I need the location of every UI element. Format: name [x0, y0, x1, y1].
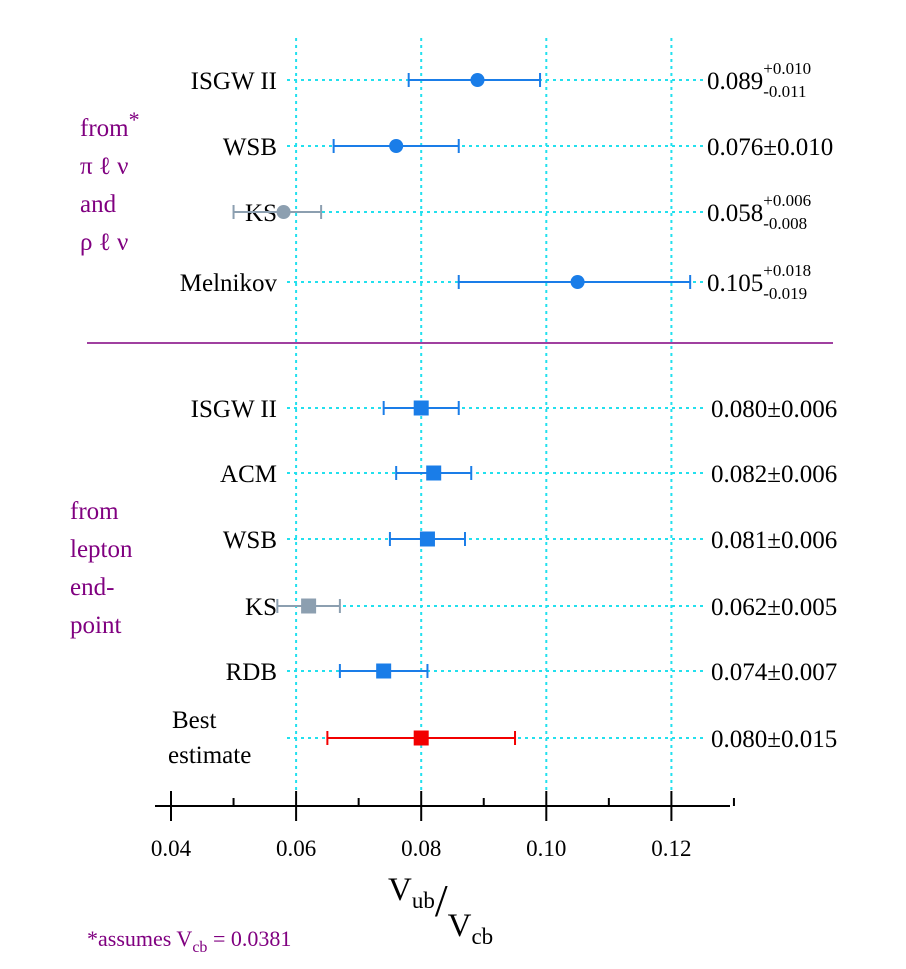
model-label: Melnikov	[180, 270, 278, 297]
value-label: 0.062±0.005	[711, 594, 837, 621]
data-row: ACM 0.082±0.006	[220, 461, 837, 488]
group-label-line: ρ ℓ ν	[80, 229, 128, 256]
model-label: KS	[245, 594, 277, 621]
data-row: ISGW II 0.080±0.006	[191, 396, 838, 423]
model-label: ISGW II	[191, 68, 277, 95]
value-label: 0.080±0.015	[711, 726, 837, 753]
model-label: KS	[245, 200, 277, 227]
x-axis-title: Vub/Vcb	[388, 872, 493, 949]
value-label-minus: -0.008	[763, 214, 807, 233]
data-point	[301, 598, 317, 614]
data-point	[276, 205, 291, 219]
value-label: 0.074±0.007	[711, 659, 837, 686]
model-label: ACM	[220, 461, 277, 488]
data-point	[389, 139, 404, 153]
value-label: 0.080±0.006	[711, 396, 837, 423]
x-tick-label: 0.12	[651, 836, 691, 861]
grid-lines	[295, 38, 673, 790]
group-label-line: point	[70, 612, 121, 639]
group-lepton-endpoint: ISGW II 0.080±0.006 ACM 0.082±0.006 WSB 0.081…	[70, 396, 837, 769]
model-label: WSB	[223, 527, 277, 554]
value-label: 0.081±0.006	[711, 527, 837, 554]
model-label: estimate	[168, 742, 251, 769]
data-point	[570, 275, 585, 289]
data-row: RDB 0.074±0.007	[226, 659, 838, 686]
value-label: 0.058+0.006	[707, 191, 811, 227]
value-label: 0.089+0.010	[707, 59, 811, 95]
data-row: KS 0.062±0.005	[245, 594, 837, 621]
group-label-line: from*	[80, 107, 140, 142]
group-label-line: lepton	[70, 536, 133, 563]
model-label: ISGW II	[191, 396, 277, 423]
value-label-minus: -0.019	[763, 284, 807, 303]
data-point	[376, 663, 392, 679]
group-pi-rho-l-nu: ISGW II 0.089+0.010-0.011 WSB 0.076±0.010 KS…	[80, 59, 833, 303]
model-label: WSB	[223, 134, 277, 161]
model-label: RDB	[226, 659, 277, 686]
group-label: from lepton end-point	[70, 498, 133, 639]
data-point	[413, 400, 429, 416]
group-label-line: π ℓ ν	[80, 153, 128, 180]
data-row: KS 0.058+0.006-0.008	[232, 191, 811, 233]
data-row: WSB 0.081±0.006	[223, 527, 837, 554]
data-row: ISGW II 0.089+0.010-0.011	[191, 59, 811, 101]
data-point	[470, 73, 485, 87]
data-row: Best estimate 0.080±0.015	[168, 707, 837, 769]
group-label-line: end-	[70, 574, 114, 601]
footnote: *assumes Vcb = 0.0381	[87, 926, 291, 956]
x-tick-label: 0.04	[151, 836, 192, 861]
value-label: 0.105+0.018	[707, 261, 811, 297]
x-tick-label: 0.10	[526, 836, 566, 861]
model-label: Best	[172, 707, 217, 734]
group-label: from* π ℓ ν and ρ ℓ ν	[80, 107, 140, 256]
value-label-minus: -0.011	[763, 82, 806, 101]
x-tick-label: 0.06	[276, 836, 316, 861]
data-point	[419, 531, 435, 547]
data-row: Melnikov 0.105+0.018-0.019	[180, 261, 811, 303]
group-label-line: from	[70, 498, 119, 525]
data-point	[413, 730, 429, 746]
x-tick-label: 0.08	[401, 836, 441, 861]
x-axis: 0.04 0.06 0.08 0.10 0.12 Vub/Vcb	[151, 791, 735, 949]
data-row: WSB 0.076±0.010	[223, 134, 833, 161]
group-label-line: and	[80, 191, 117, 218]
value-label: 0.076±0.010	[707, 134, 833, 161]
data-point	[426, 465, 442, 481]
value-label: 0.082±0.006	[711, 461, 837, 488]
